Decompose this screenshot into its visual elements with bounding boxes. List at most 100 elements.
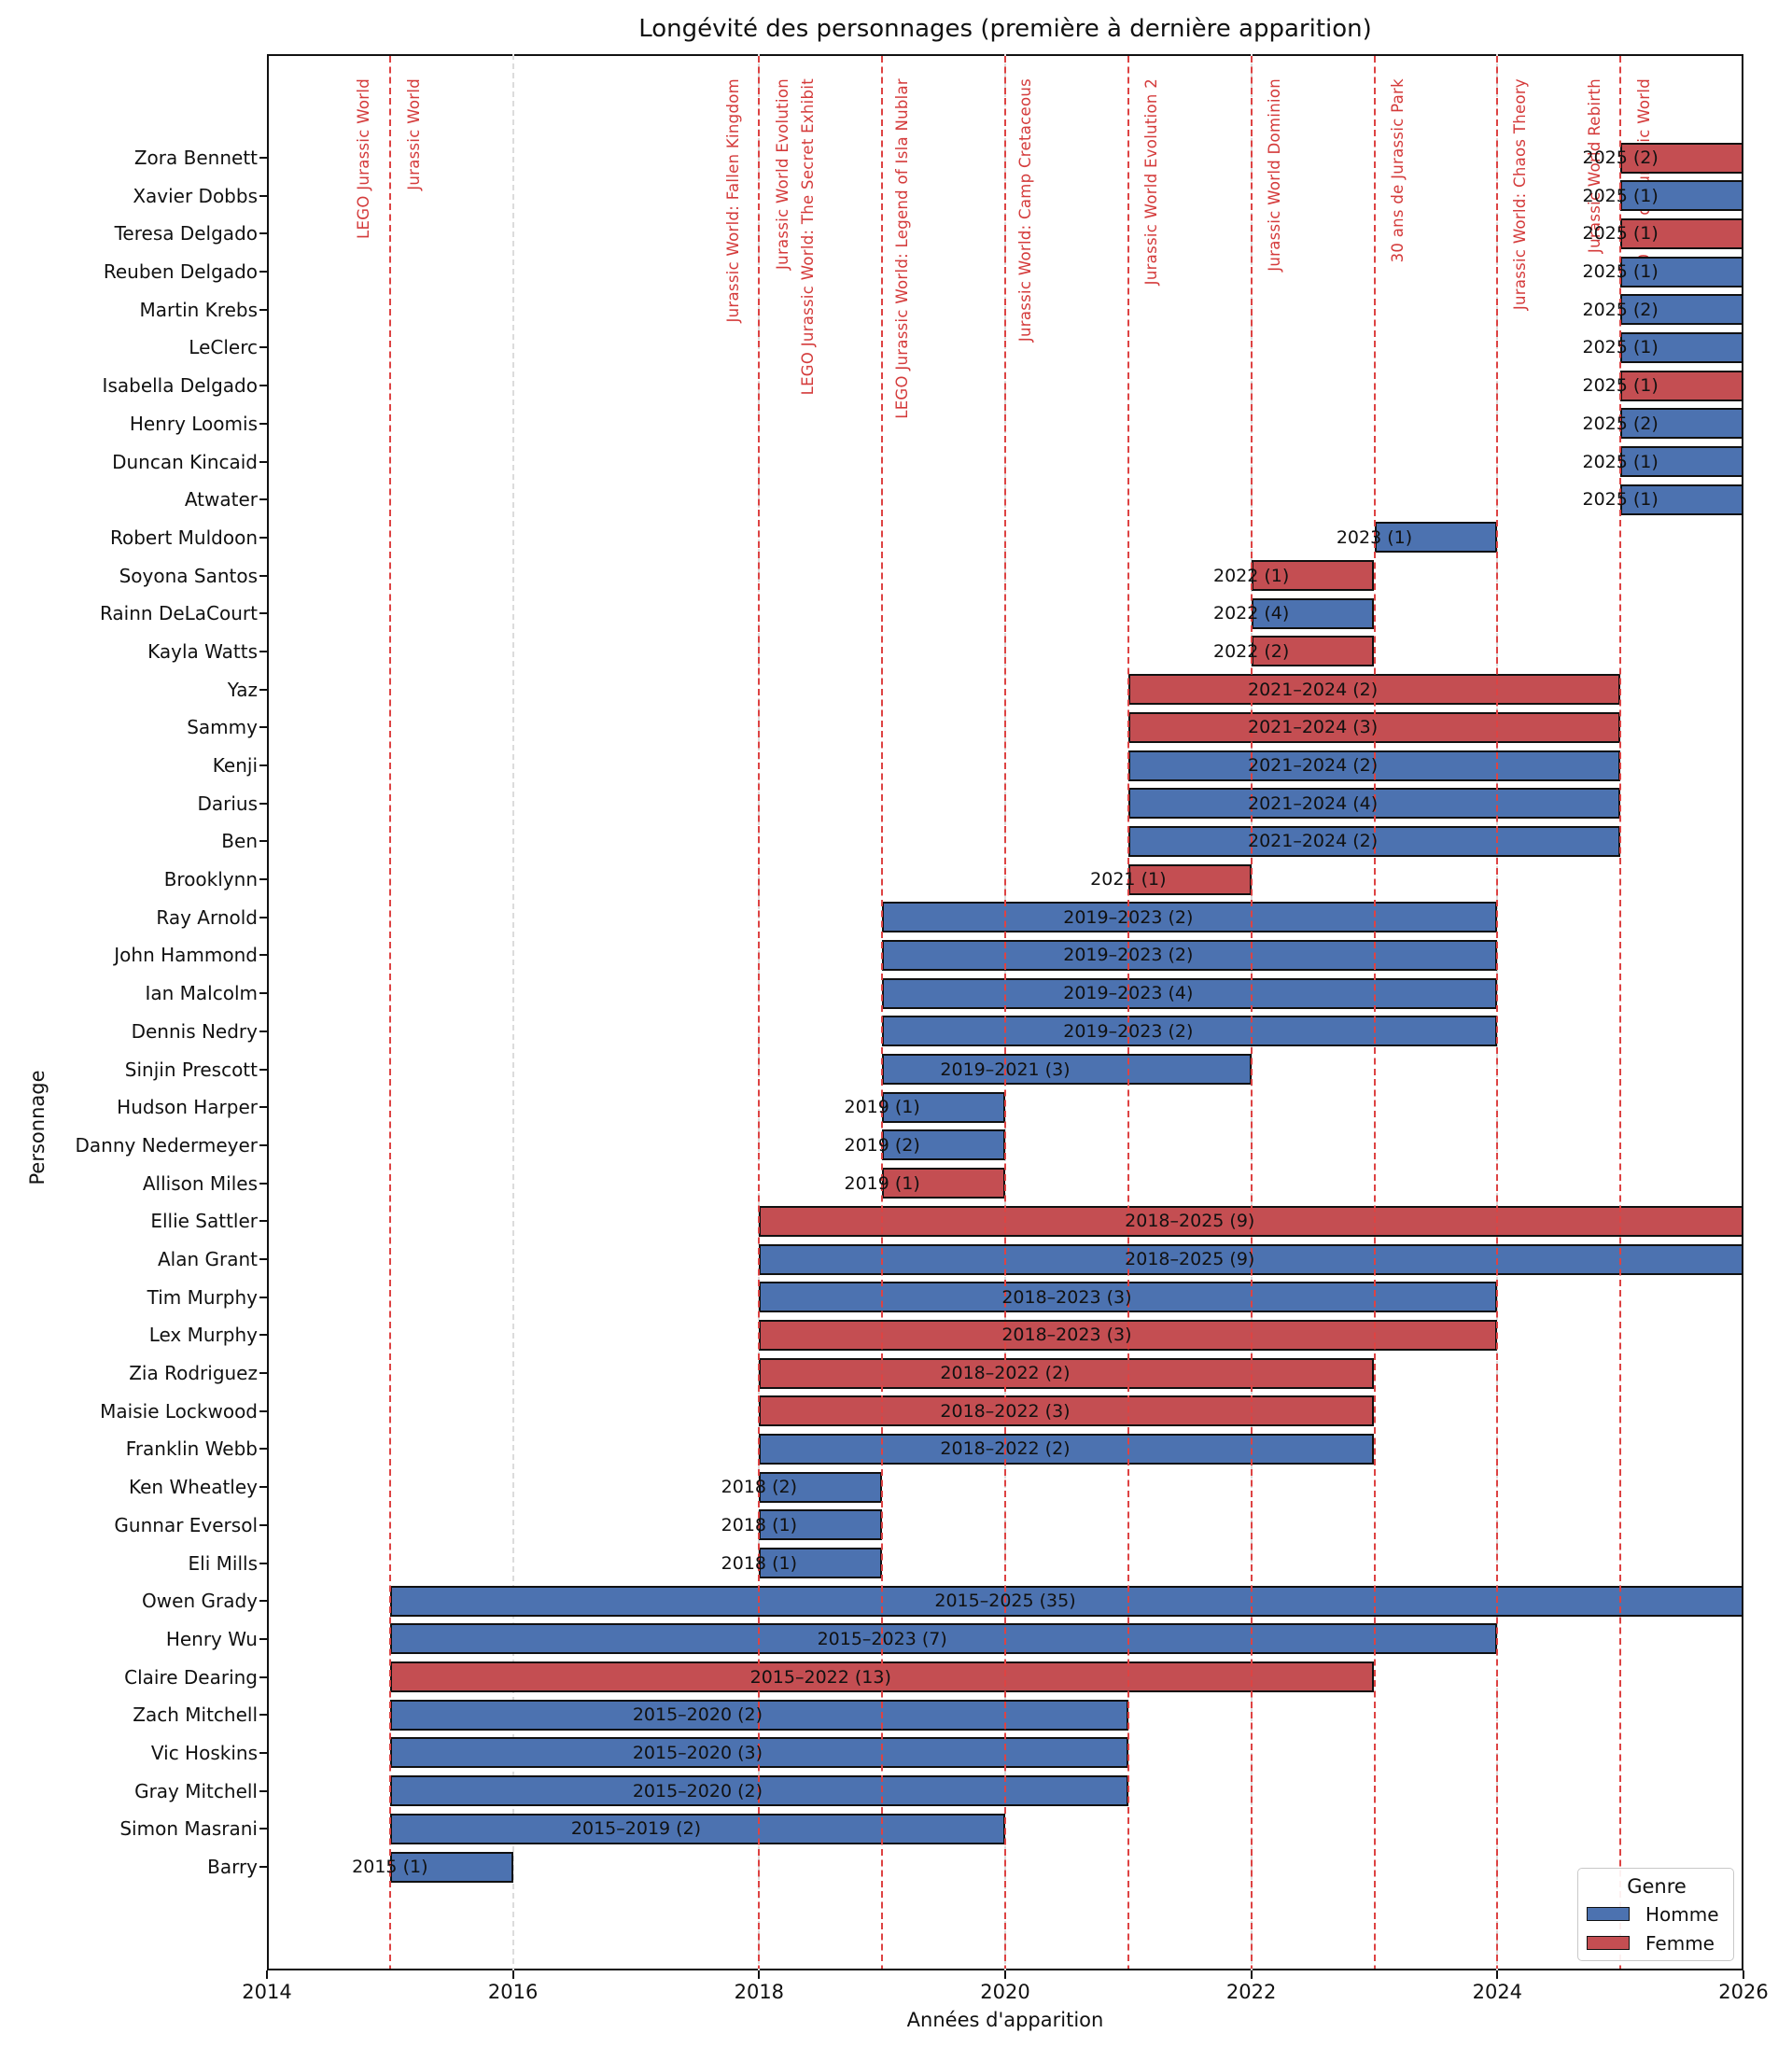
y-axis-label: Personnage [26,1070,49,1185]
y-tick-label: Allison Miles [142,1171,258,1195]
y-tick-label: Martin Krebs [139,298,258,321]
y-tick [259,1486,267,1489]
bar-ray-arnold [882,902,1498,933]
y-tick-label: Rainn DeLaCourt [99,602,258,625]
bar-xavier-dobbs [1620,180,1743,212]
y-tick-label: Franklin Webb [125,1437,258,1461]
y-tick [259,916,267,918]
y-tick-label: Gunnar Eversol [114,1513,258,1536]
x-tick-label: 2016 [487,1981,539,2003]
y-tick-label: Ian Malcolm [145,982,258,1005]
event-label: Jurassic World: Chaos Theory [1511,78,1530,311]
y-tick [259,802,267,805]
y-tick-label: Robert Muldoon [110,526,258,549]
bar-label: 2021–2024 (2) [1247,679,1379,700]
bar-label: 2018–2022 (2) [940,1363,1071,1384]
bar-label: 2015–2020 (2) [632,1780,763,1802]
event-label: Jurassic World Dominion [1265,78,1283,272]
event-line-2018 [758,56,761,1969]
y-tick [259,992,267,995]
y-tick [259,1068,267,1071]
x-tick [1743,1970,1744,1979]
y-tick [259,612,267,615]
y-tick [259,498,267,501]
event-label: LEGO Jurassic World: The Secret Exhibit [799,78,818,396]
x-tick-label: 2024 [1472,1981,1523,2003]
y-tick-label: Kenji [212,754,258,778]
y-tick-label: Henry Loomis [129,412,258,435]
event-line-2021 [1127,56,1129,1969]
y-tick-label: Sammy [187,716,258,739]
y-tick-label: Gray Mitchell [134,1779,258,1802]
bar-allison-miles [882,1168,1005,1199]
y-tick [259,650,267,652]
bar-label: 2021 (1) [1090,869,1167,890]
y-tick [259,574,267,577]
y-tick-label: Ray Arnold [156,905,258,929]
legend-swatch-homme [1587,1907,1630,1921]
y-tick [259,1562,267,1564]
bar-atwater [1620,484,1743,515]
x-tick [1004,1970,1006,1979]
y-tick-label: Teresa Delgado [114,222,258,245]
legend-label-femme: Femme [1645,1932,1715,1955]
y-tick [259,1828,267,1830]
bar-label: 2019–2021 (3) [940,1059,1071,1080]
legend-swatch-femme [1587,1936,1630,1950]
event-label: LEGO Jurassic World [354,78,372,239]
bar-label: 2022 (1) [1213,565,1290,586]
bar-label: 2022 (4) [1213,603,1290,624]
y-tick-label: Zia Rodriguez [129,1362,258,1385]
bar-ian-malcolm [882,977,1498,1009]
bar-owen-grady [389,1585,1743,1617]
y-tick-label: Tim Murphy [147,1285,258,1309]
bar-label: 2015–2020 (2) [632,1704,763,1726]
bar-leclerc [1620,331,1743,363]
y-tick [259,1675,267,1678]
bar-label: 2021–2024 (2) [1247,755,1379,777]
y-tick-label: Eli Mills [188,1551,258,1575]
y-tick-label: Danny Nedermeyer [75,1133,259,1157]
bar-label: 2025 (1) [1582,451,1659,472]
y-tick [259,271,267,273]
x-tick-label: 2022 [1225,1981,1277,2003]
y-tick-label: Isabella Delgado [102,374,258,398]
y-tick-label: Brooklynn [163,868,258,891]
y-tick [259,1258,267,1260]
y-tick [259,1220,267,1223]
y-tick-label: Reuben Delgado [103,260,258,284]
bar-reuben-delgado [1620,256,1743,287]
y-tick-label: Xavier Dobbs [133,184,258,207]
y-tick-label: Duncan Kincaid [112,450,258,473]
bar-label: 2025 (1) [1582,337,1659,358]
event-line-2025 [1619,56,1622,1969]
bar-label: 2015–2020 (3) [632,1742,763,1763]
x-tick-label: 2026 [1718,1981,1769,2003]
bar-teresa-delgado [1620,217,1743,249]
y-tick-label: Ken Wheatley [128,1476,258,1499]
bar-label: 2025 (1) [1582,489,1659,511]
y-tick [259,194,267,197]
y-tick-label: Henry Wu [165,1627,258,1650]
bar-label: 2018–2022 (3) [940,1400,1071,1422]
bar-barry [389,1851,513,1883]
bar-label: 2015 (1) [352,1857,428,1878]
bar-label: 2019 (1) [844,1172,920,1194]
bar-label: 2018 (1) [721,1514,797,1535]
bar-label: 2025 (1) [1582,185,1659,206]
bar-label: 2015–2023 (7) [817,1628,947,1649]
event-line-2024 [1496,56,1499,1969]
y-tick-label: Darius [197,792,258,815]
y-tick-label: Maisie Lockwood [100,1399,258,1423]
y-tick-label: Atwater [184,488,258,512]
y-tick [259,1334,267,1337]
y-tick-label: Sinjin Prescott [124,1058,258,1081]
y-tick [259,1372,267,1375]
y-tick-label: Ben [221,830,258,853]
x-tick [266,1970,268,1979]
bar-label: 2022 (2) [1213,640,1290,662]
y-tick-label: Barry [207,1856,258,1879]
y-tick [259,1523,267,1526]
bar-gunnar-eversol [759,1509,883,1541]
